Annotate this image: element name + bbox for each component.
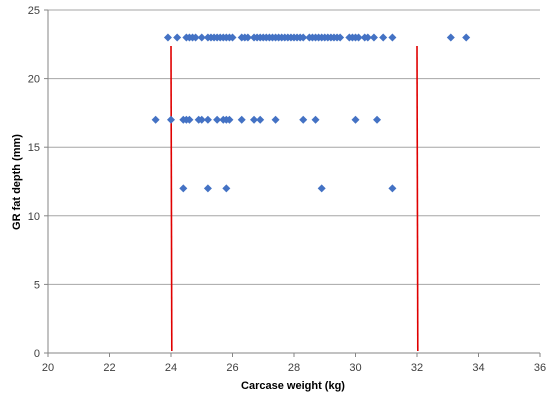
y-tick-label: 0 [34, 348, 40, 360]
y-axis-title: GR fat depth (mm) [11, 134, 23, 230]
data-point [369, 33, 378, 42]
data-point [311, 115, 320, 124]
data-point [271, 115, 280, 124]
x-tick-label: 28 [288, 362, 300, 374]
data-point [336, 33, 345, 42]
data-point [179, 184, 188, 193]
data-point [379, 33, 388, 42]
data-point [299, 115, 308, 124]
data-point [173, 33, 182, 42]
reference-line [416, 45, 419, 352]
data-point [363, 33, 372, 42]
data-point [167, 115, 175, 124]
data-point [354, 33, 363, 42]
data-point [388, 33, 397, 42]
data-point [243, 33, 252, 42]
x-tick-label: 34 [472, 362, 484, 374]
axes [44, 9, 541, 357]
data-point [163, 33, 172, 42]
x-axis-title: Carcase weight (kg) [241, 380, 345, 392]
data-point [222, 184, 231, 193]
x-tick-label: 24 [165, 362, 177, 374]
tick-labels: 0 5 10 15 20 25 20 22 24 26 28 30 32 34 36 [28, 5, 546, 374]
data-point [373, 115, 382, 124]
data-point [203, 184, 212, 193]
data-point [191, 33, 200, 42]
data-point [225, 115, 234, 124]
data-point [388, 184, 397, 193]
data-point [446, 33, 455, 42]
x-tick-label: 22 [103, 362, 115, 374]
data-point [237, 115, 246, 124]
y-tick-label: 10 [28, 211, 40, 223]
data-point [317, 184, 326, 193]
data-points [151, 33, 471, 193]
data-point [256, 115, 265, 124]
data-point [228, 33, 237, 42]
y-tick-label: 15 [28, 142, 40, 154]
y-tick-label: 25 [28, 5, 40, 17]
data-point [351, 115, 360, 124]
y-tick-label: 20 [28, 74, 40, 86]
gridlines [48, 9, 540, 285]
data-point [250, 115, 259, 124]
x-tick-label: 20 [42, 362, 54, 374]
data-point [203, 115, 212, 124]
data-point [197, 33, 206, 42]
data-point [197, 115, 206, 124]
reference-line [170, 45, 173, 352]
x-tick-label: 30 [349, 362, 361, 374]
data-point [151, 115, 160, 124]
data-point [213, 115, 222, 124]
y-tick-label: 5 [34, 279, 40, 291]
x-tick-label: 32 [411, 362, 423, 374]
data-point [299, 33, 308, 42]
x-tick-label: 26 [226, 362, 238, 374]
x-tick-label: 36 [534, 362, 546, 374]
data-point [185, 115, 194, 124]
data-point [462, 33, 471, 42]
reference-lines [170, 45, 419, 352]
